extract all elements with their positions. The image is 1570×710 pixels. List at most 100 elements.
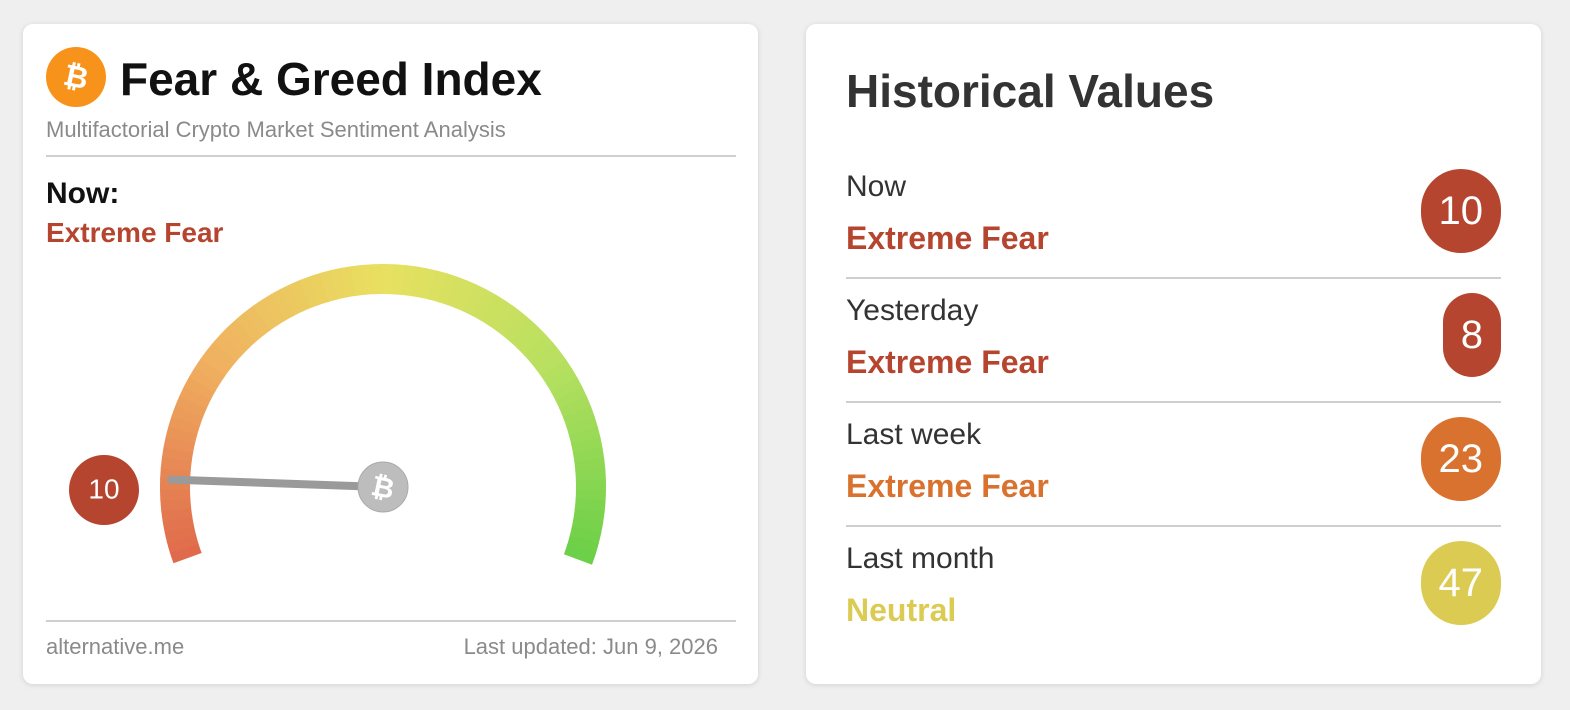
arc-segment: [319, 270, 339, 302]
row-classification: Extreme Fear: [846, 344, 1049, 380]
arc-segment: [194, 357, 226, 385]
row-label: Last week: [846, 418, 982, 451]
arc-segment: [160, 497, 192, 512]
arc-segment: [351, 264, 366, 297]
arc-segment: [472, 289, 497, 322]
arc-segment: [280, 283, 304, 316]
row-classification: Extreme Fear: [846, 468, 1049, 504]
arc-segment: [163, 435, 196, 453]
arc-segment: [162, 515, 195, 533]
arc-segment: [228, 318, 257, 349]
gauge-needle: [167, 475, 387, 491]
arc-segment: [572, 447, 605, 464]
arc-segment: [571, 436, 603, 455]
arc-segment: [206, 340, 238, 369]
arc-segment: [566, 535, 599, 555]
arc-segment: [213, 333, 244, 362]
arc-segment: [161, 445, 194, 462]
arc-segment: [179, 385, 212, 409]
arc-segment: [419, 268, 438, 300]
bitcoin-logo: [46, 47, 106, 107]
arc-segment: [220, 325, 250, 355]
arc-segment: [361, 264, 376, 295]
arc-segment: [535, 350, 567, 378]
source: alternative.me: [46, 634, 185, 659]
arc-segment: [541, 359, 573, 386]
arc-segment: [428, 270, 448, 303]
arc-segment: [235, 311, 264, 342]
row-classification: Extreme Fear: [846, 220, 1049, 256]
arc-segment: [565, 416, 599, 436]
arc-segment: [161, 506, 193, 522]
arc-segment: [480, 294, 506, 326]
row-value-badge: 8: [1442, 293, 1501, 377]
arc-segment: [200, 349, 232, 377]
row-value-badge: 10: [1420, 169, 1501, 253]
arc-segment: [299, 275, 321, 309]
arc-segment: [166, 533, 199, 554]
arc-segment: [550, 377, 583, 402]
arc-segment: [510, 319, 540, 350]
value-badge: [69, 455, 139, 525]
divider: [846, 401, 1501, 403]
arc-segment: [559, 396, 592, 419]
arc-segment: [188, 366, 221, 393]
divider: [846, 525, 1501, 527]
divider: [846, 277, 1501, 279]
row-label: Last month: [846, 542, 995, 575]
gauge-graphics: ₿ ₿ 10: [46, 47, 606, 565]
arc-segment: [555, 386, 588, 410]
arc-segment: [160, 456, 192, 472]
arc-segment: [309, 272, 330, 305]
arc-segment: [546, 368, 578, 394]
history-card: Historical Values Now Extreme Fear 10 Yeste…: [806, 24, 1541, 684]
arc-segment: [410, 266, 428, 298]
arc-segment: [340, 266, 357, 298]
row-value-badge: 47: [1420, 541, 1501, 625]
needle-hub: [357, 461, 409, 513]
last-updated: Last updated: Jun 9, 2026: [463, 634, 718, 659]
row-label: Now: [846, 170, 907, 203]
now-label: Now:: [46, 177, 120, 210]
arc-segment: [437, 273, 458, 306]
arc-segment: [463, 284, 488, 317]
row-classification: Neutral: [846, 592, 957, 628]
arc-segment: [165, 424, 198, 444]
arc-segment: [183, 375, 216, 401]
arc-segment: [169, 542, 202, 564]
widget-title: Fear & Greed Index: [120, 53, 542, 105]
arc-segment: [517, 326, 547, 356]
arc-segment: [574, 498, 606, 513]
arc-segment: [573, 507, 605, 524]
divider: [46, 155, 736, 157]
arc-segment: [401, 265, 417, 297]
arc-segment: [562, 406, 595, 428]
arc-segment: [164, 524, 197, 543]
arc-segment: [574, 457, 606, 473]
arc-segment: [329, 267, 348, 300]
arc-segment: [568, 426, 601, 445]
arc-segment: [563, 544, 596, 565]
arc-segment: [244, 305, 272, 337]
arc-segment: [529, 342, 561, 370]
value-badge-text: 10: [88, 473, 119, 504]
arc-segment: [571, 517, 604, 534]
row-label: Yesterday: [846, 294, 979, 327]
arc-segment: [171, 404, 204, 426]
arc-segment: [261, 293, 288, 326]
history-title: Historical Values: [846, 65, 1215, 117]
arc-segment: [455, 280, 478, 313]
row-value-badge: 23: [1420, 417, 1501, 501]
arc-segment: [488, 299, 515, 332]
gauge-arc: [160, 264, 606, 565]
arc-segment: [175, 394, 208, 418]
arc-segment: [252, 299, 280, 331]
arc-segment: [569, 526, 602, 545]
arc-segment: [495, 306, 524, 337]
widget-subtitle: Multifactorial Crypto Market Sentiment A…: [46, 117, 506, 142]
arc-segment: [523, 334, 554, 363]
arc-segment: [168, 414, 201, 435]
arc-segment: [270, 288, 296, 321]
gauge-card: ₿ ₿ 10 Fear & Greed Index Multifactorial…: [23, 24, 758, 684]
